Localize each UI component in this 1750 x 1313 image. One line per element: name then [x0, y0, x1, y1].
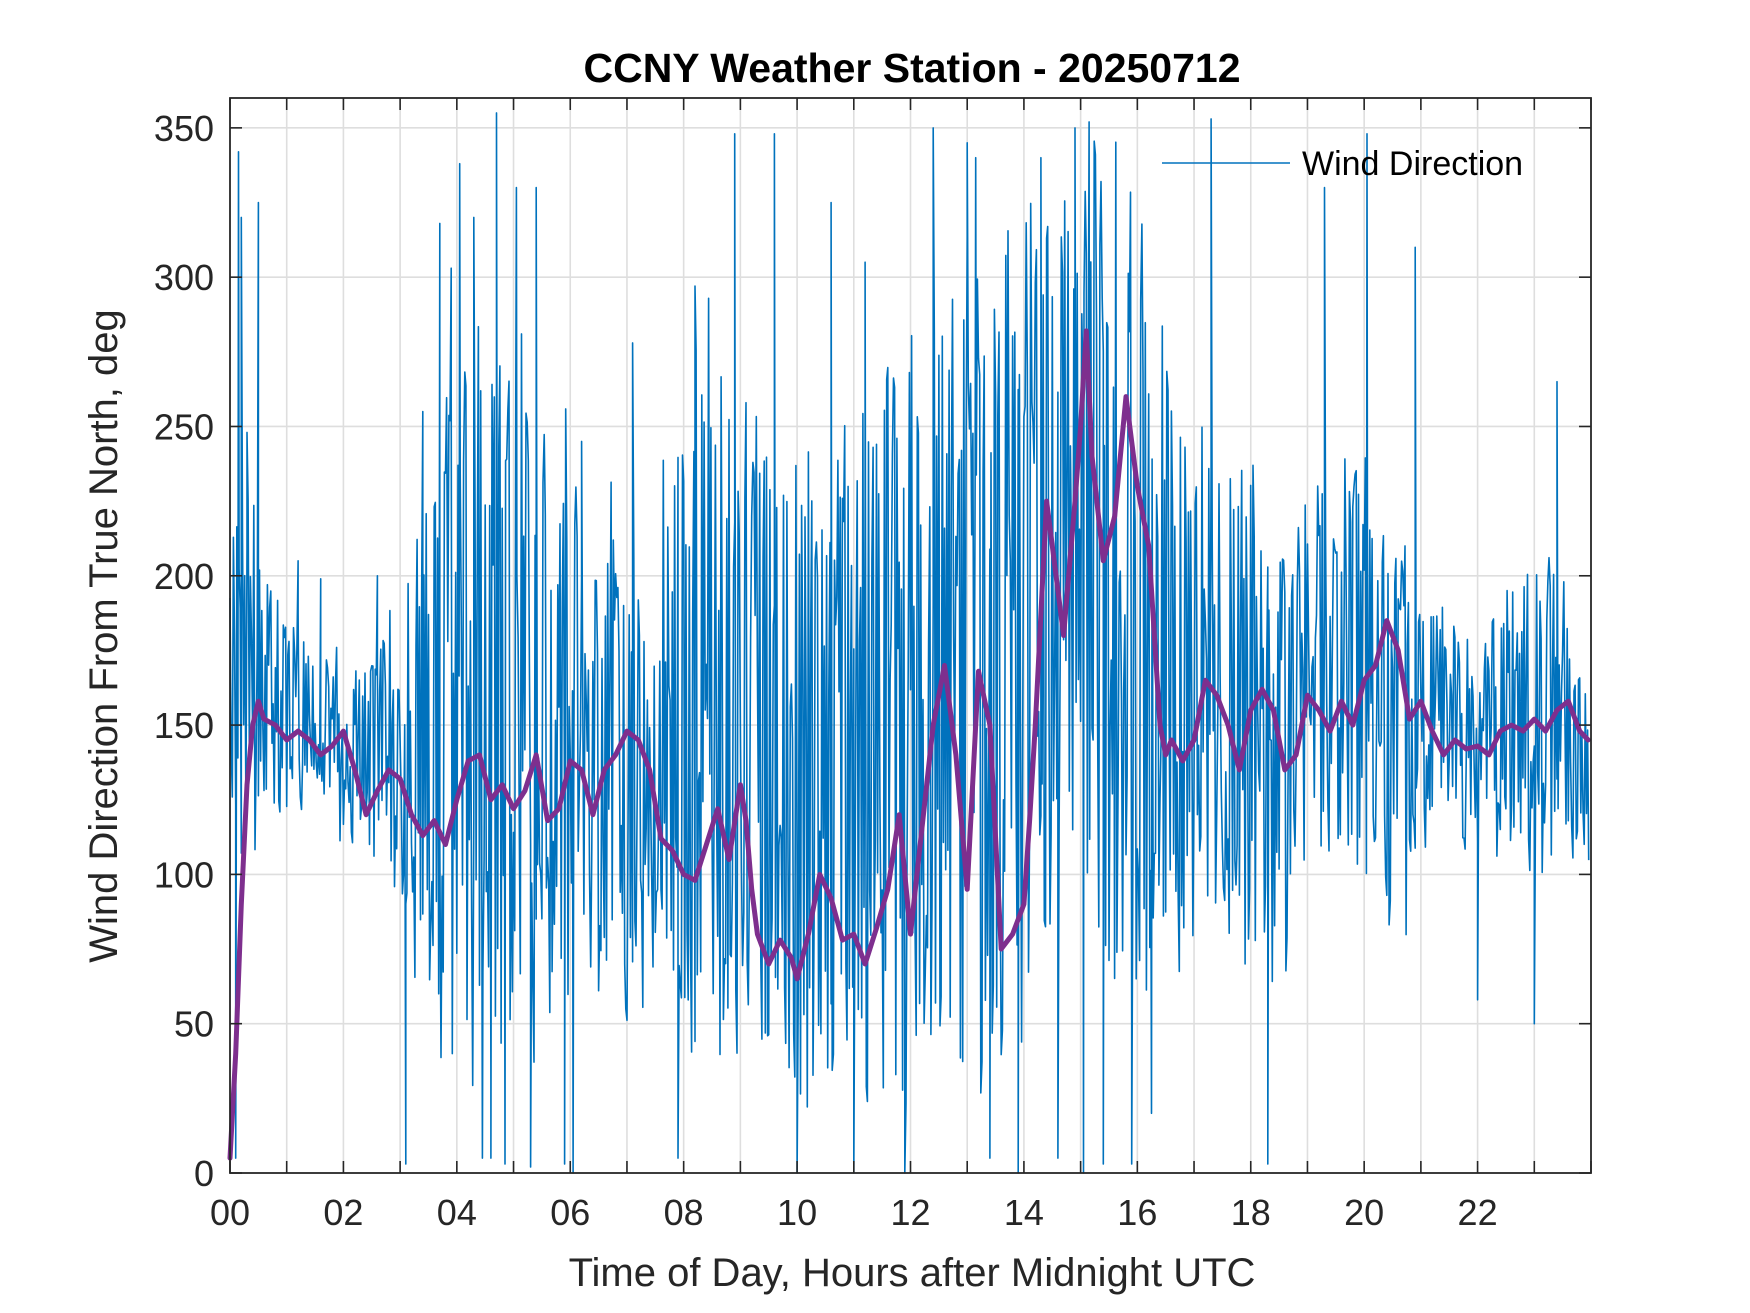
- x-tick-label: 00: [210, 1192, 250, 1233]
- x-tick-label: 10: [777, 1192, 817, 1233]
- x-tick-label: 04: [437, 1192, 477, 1233]
- x-tick-label: 12: [890, 1192, 930, 1233]
- y-tick-label: 50: [174, 1004, 214, 1045]
- x-tick-label: 08: [664, 1192, 704, 1233]
- chart-title: CCNY Weather Station - 20250712: [583, 45, 1240, 91]
- y-tick-label: 350: [154, 108, 214, 149]
- legend-label-wind-direction: Wind Direction: [1302, 145, 1523, 183]
- x-axis-label: Time of Day, Hours after Midnight UTC: [569, 1251, 1256, 1295]
- x-tick-label: 02: [323, 1192, 363, 1233]
- x-tick-label: 20: [1344, 1192, 1384, 1233]
- y-tick-label: 300: [154, 257, 214, 298]
- legend: Wind Direction: [1162, 145, 1523, 183]
- x-tick-label: 16: [1117, 1192, 1157, 1233]
- y-tick-label: 200: [154, 556, 214, 597]
- axes: [229, 97, 1592, 1174]
- y-axis-label: Wind Direction From True North, deg: [82, 309, 126, 963]
- y-tick-label: 0: [194, 1153, 214, 1194]
- raw-wind-direction-series: [229, 112, 1590, 1174]
- running-average-line: [227, 328, 1591, 1161]
- y-tick-label: 250: [154, 406, 214, 447]
- x-tick-label: 18: [1231, 1192, 1271, 1233]
- x-tick-label: 06: [550, 1192, 590, 1233]
- y-tick-label: 150: [154, 705, 214, 746]
- tick-labels: 00 02 04 06 08 10 12 14 16 18 20 22 0 50 100 150 200 250 3…: [154, 108, 1498, 1233]
- running-average-series: [227, 328, 1591, 1161]
- x-tick-label: 14: [1004, 1192, 1044, 1233]
- y-tick-label: 100: [154, 854, 214, 895]
- wind-direction-line: [229, 112, 1590, 1174]
- x-tick-label: 22: [1458, 1192, 1498, 1233]
